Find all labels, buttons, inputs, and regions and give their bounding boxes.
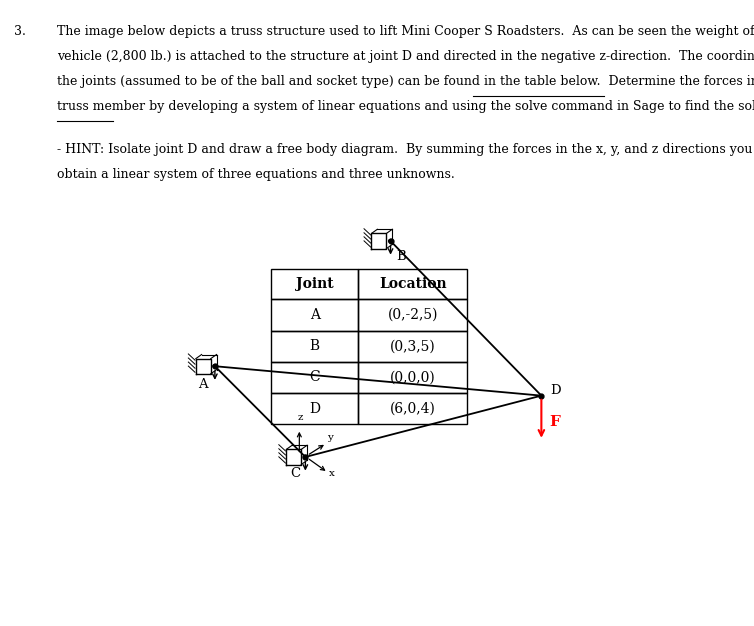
Text: F: F — [550, 414, 560, 429]
Bar — [358, 362, 467, 393]
Text: x: x — [329, 469, 335, 478]
Text: D: D — [309, 402, 320, 416]
Text: (0,-2,5): (0,-2,5) — [388, 308, 438, 322]
Bar — [358, 269, 467, 299]
Bar — [358, 393, 467, 424]
Text: (0,0,0): (0,0,0) — [390, 371, 436, 384]
Text: B: B — [397, 250, 406, 263]
Text: y: y — [326, 433, 333, 442]
Bar — [271, 331, 358, 362]
Text: vehicle (2,800 lb.) is attached to the structure at joint D and directed in the : vehicle (2,800 lb.) is attached to the s… — [57, 50, 754, 63]
Bar — [358, 299, 467, 331]
Text: D: D — [550, 384, 561, 397]
Text: A: A — [198, 378, 208, 391]
Text: obtain a linear system of three equations and three unknowns.: obtain a linear system of three equation… — [57, 168, 455, 181]
Text: z: z — [297, 413, 303, 422]
Text: (0,3,5): (0,3,5) — [390, 339, 436, 353]
Text: - HINT: Isolate joint D and draw a free body diagram.  By summing the forces in : - HINT: Isolate joint D and draw a free … — [57, 143, 754, 156]
Text: Joint: Joint — [296, 277, 333, 291]
Text: B: B — [310, 339, 320, 353]
Text: (6,0,4): (6,0,4) — [390, 402, 436, 416]
Text: 3.: 3. — [14, 25, 26, 38]
Text: truss member by developing a system of linear equations and using the solve comm: truss member by developing a system of l… — [57, 100, 754, 113]
Text: The image below depicts a truss structure used to lift Mini Cooper S Roadsters. : The image below depicts a truss structur… — [57, 25, 754, 38]
Text: the joints (assumed to be of the ball and socket type) can be found in the table: the joints (assumed to be of the ball an… — [57, 75, 754, 88]
Bar — [271, 362, 358, 393]
Bar — [271, 393, 358, 424]
Bar — [271, 299, 358, 331]
Bar — [358, 331, 467, 362]
Bar — [271, 269, 358, 299]
Text: C: C — [309, 371, 320, 384]
Text: A: A — [310, 308, 320, 322]
Text: C: C — [290, 467, 300, 480]
Text: Location: Location — [379, 277, 446, 291]
